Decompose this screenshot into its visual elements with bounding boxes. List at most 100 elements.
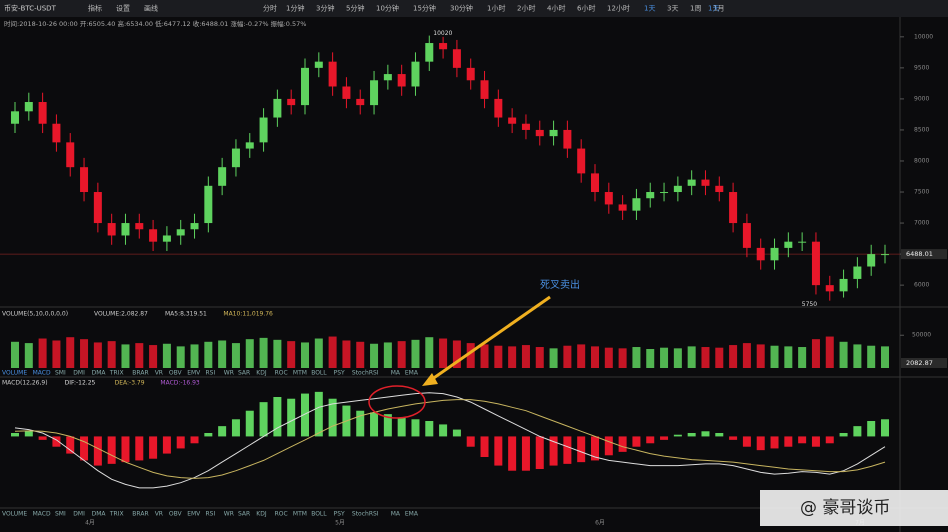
indicator-tab[interactable]: KDJ <box>256 370 267 377</box>
indicator-tab[interactable]: StochRSI <box>352 511 379 518</box>
timeframe-tab[interactable]: 1天 <box>644 5 655 13</box>
last-price-label: 6488.01 <box>906 250 933 258</box>
timeframe-tab[interactable]: 12小时 <box>607 4 630 13</box>
macd-bar <box>245 410 254 437</box>
watermark: @ 豪哥谈币 <box>800 497 890 518</box>
pair-label[interactable]: 币安-BTC-USDT <box>4 4 57 13</box>
indicator-tab[interactable]: DMI <box>73 511 85 518</box>
timeframe-tab[interactable]: 10分钟 <box>376 4 399 13</box>
macd-bar <box>618 436 627 452</box>
timeframe-tab[interactable]: 5分钟 <box>346 4 364 13</box>
timeframe-tab[interactable]: 6小时 <box>577 4 595 13</box>
volume-bar <box>93 342 102 368</box>
indicator-tab[interactable]: OBV <box>169 511 183 518</box>
timeframe-tab[interactable]: 分时 <box>263 4 277 13</box>
indicator-tab[interactable]: MTM <box>293 511 307 518</box>
toolbar-button[interactable]: 设置 <box>116 4 130 13</box>
macd-bar <box>839 433 848 437</box>
indicator-tab[interactable]: BRAR <box>132 370 148 377</box>
candle-body <box>756 247 765 261</box>
timeframe-tab[interactable]: 15分钟 <box>413 4 436 13</box>
volume-bar <box>245 339 254 368</box>
indicator-tab[interactable]: MA <box>391 370 401 377</box>
indicator-tab[interactable]: SMI <box>55 511 66 518</box>
macd-bar <box>66 436 75 454</box>
indicator-tab[interactable]: VOLUME <box>2 370 27 377</box>
timeframe-tab[interactable]: 1周 <box>690 5 701 13</box>
indicator-tab[interactable]: SAR <box>238 511 250 518</box>
candle-body <box>149 229 158 242</box>
indicator-tab[interactable]: BRAR <box>132 511 148 518</box>
macd-bar <box>673 434 682 437</box>
indicator-tab[interactable]: RSI <box>206 370 216 377</box>
indicator-tab[interactable]: DMA <box>92 370 107 377</box>
indicator-tab[interactable]: KDJ <box>256 511 267 518</box>
timeframe-tab[interactable]: 1小时 <box>487 4 505 13</box>
candle-body <box>508 117 517 124</box>
indicator-tab[interactable]: VOLUME <box>2 511 27 518</box>
indicator-tab[interactable]: PSY <box>334 370 345 377</box>
low-label: 5750 <box>802 301 817 308</box>
timeframe-tab[interactable]: 4小时 <box>547 4 565 13</box>
indicator-tab[interactable]: MTM <box>293 370 307 377</box>
candle-body <box>632 198 641 211</box>
indicator-tab[interactable]: MA <box>391 511 401 518</box>
indicator-tab[interactable]: MACD <box>33 511 51 518</box>
indicator-tab[interactable]: EMV <box>187 511 201 518</box>
indicator-tab[interactable]: TRIX <box>109 370 124 377</box>
indicator-tab[interactable]: TRIX <box>109 511 124 518</box>
y-tick-label: 6000 <box>914 282 929 289</box>
macd-bar <box>729 436 738 440</box>
indicator-tab[interactable]: DMI <box>73 370 85 377</box>
timeframe-tab[interactable]: 3天 <box>667 5 678 13</box>
cross-highlight <box>368 385 426 419</box>
volume-bar <box>176 346 185 368</box>
indicator-tab[interactable]: BOLL <box>311 370 327 377</box>
volume-bar <box>452 340 461 368</box>
candle-body <box>80 167 89 193</box>
timeframe-tab[interactable]: 1月 <box>713 5 724 13</box>
candle-body <box>38 102 47 124</box>
candle-body <box>425 43 434 62</box>
indicator-tab[interactable]: EMA <box>405 370 419 377</box>
annotation-arrow <box>427 295 551 384</box>
timeframe-tab[interactable]: 1分钟 <box>286 4 304 13</box>
indicator-tab[interactable]: WR <box>224 511 234 518</box>
volume-bar <box>660 347 669 368</box>
indicator-tab[interactable]: DMA <box>92 511 107 518</box>
indicator-tab[interactable]: EMA <box>405 511 419 518</box>
volume-bar <box>80 339 89 368</box>
candle-body <box>867 254 876 267</box>
timeframe-tab[interactable]: 2小时 <box>517 4 535 13</box>
macd-bar <box>231 419 240 437</box>
macd-bar <box>881 419 889 437</box>
indicator-tab[interactable]: SMI <box>55 370 66 377</box>
indicator-tab[interactable]: MACD <box>33 370 51 377</box>
indicator-tab[interactable]: StochRSI <box>352 370 379 377</box>
indicator-tab[interactable]: RSI <box>206 511 216 518</box>
timeframe-tab[interactable]: 30分钟 <box>450 4 473 13</box>
indicator-tab[interactable]: OBV <box>169 370 183 377</box>
indicator-tab[interactable]: EMV <box>187 370 201 377</box>
candle-body <box>370 80 379 106</box>
period-select[interactable]: 1天 <box>708 5 719 13</box>
volume-bar <box>646 349 655 368</box>
indicator-tab[interactable]: ROC <box>275 370 288 377</box>
candle-body <box>839 278 848 292</box>
macd-bar <box>756 436 765 451</box>
macd-bar <box>770 436 779 449</box>
toolbar-button[interactable]: 画线 <box>144 4 158 13</box>
macd-bar <box>370 412 379 437</box>
indicator-tab[interactable]: VR <box>155 370 163 377</box>
macd-bar <box>52 436 61 447</box>
candle-body <box>452 49 461 68</box>
timeframe-tab[interactable]: 3分钟 <box>316 4 334 13</box>
x-tick-label: 4月 <box>85 520 95 527</box>
indicator-tab[interactable]: VR <box>155 511 163 518</box>
indicator-tab[interactable]: SAR <box>238 370 250 377</box>
indicator-tab[interactable]: BOLL <box>311 511 327 518</box>
toolbar-button[interactable]: 指标 <box>88 4 102 13</box>
indicator-tab[interactable]: PSY <box>334 511 345 518</box>
indicator-tab[interactable]: ROC <box>275 511 288 518</box>
indicator-tab[interactable]: WR <box>224 370 234 377</box>
